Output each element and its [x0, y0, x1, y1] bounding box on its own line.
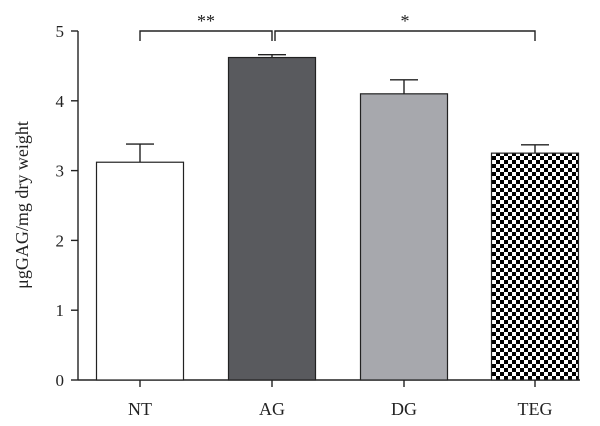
bar-AG: [227, 56, 317, 381]
x-tick-label-NT: NT: [128, 399, 152, 419]
bar-NT: [95, 161, 185, 381]
significance-annotations: ** *: [139, 11, 536, 41]
bar-DG: [359, 93, 449, 381]
sig-label-NT-AG: **: [197, 11, 215, 31]
y-tick-label-2: 2: [56, 231, 65, 250]
y-tick-label-1: 1: [56, 301, 65, 320]
labels: NT AG DG TEG: [128, 399, 553, 419]
sig-label-AG-TEG: *: [401, 11, 410, 31]
x-tick-label-AG: AG: [259, 399, 285, 419]
x-tick-label-TEG: TEG: [518, 399, 553, 419]
bar-TEG: [490, 152, 580, 381]
y-tick-label-3: 3: [56, 162, 65, 181]
y-tick-label-5: 5: [56, 22, 65, 41]
sig-bracket-NT-AG: [139, 30, 273, 41]
y-tick-label-4: 4: [56, 92, 65, 111]
x-tick-label-DG: DG: [391, 399, 417, 419]
y-tick-label-0: 0: [56, 371, 65, 390]
bars: [95, 54, 580, 381]
sig-bracket-AG-TEG: [274, 30, 536, 41]
y-axis-title: μgGAG/mg dry weight: [12, 121, 32, 289]
